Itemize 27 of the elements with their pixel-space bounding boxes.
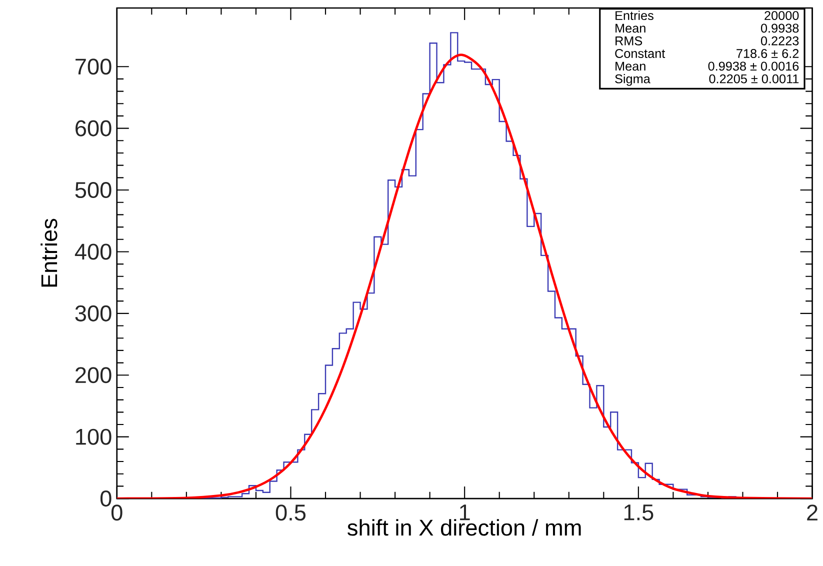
y-tick-label: 500 [75,182,112,198]
annotation: 20000 [764,10,799,20]
y-tick-label: 300 [75,305,112,322]
x-axis-title: shift in X direction / mm [348,518,581,536]
y-tick-label: 600 [76,120,112,136]
annotation: 0.9938 [760,23,799,32]
annotation: Constant [615,48,666,58]
y-tick-label: 100 [76,428,112,445]
x-tick-label: 0.5 [276,504,306,520]
x-tick-label: 1 [460,504,470,520]
annotation: 718.6 ± 6.2 [736,48,799,58]
annotation: 0.9938 ± 0.0016 [708,61,799,70]
annotation: RMS [616,36,642,46]
y-tick-label: 400 [74,243,112,260]
x-tick-label: 2 [807,504,818,520]
y-axis-title: Entries [40,218,58,286]
annotation: Sigma [615,74,650,86]
annotation: Mean [616,62,646,70]
annotation: Entries [616,10,654,20]
annotation: Mean [616,24,646,32]
annotation: 0.2205 ± 0.0011 [709,74,799,84]
y-tick-label: 700 [76,58,112,74]
y-tick-label: 0 [100,490,112,506]
x-tick-label: 1.5 [624,504,654,520]
annotation: 0.2223 [760,36,799,46]
y-tick-label: 200 [76,366,112,383]
x-tick-label: 0 [111,504,122,520]
